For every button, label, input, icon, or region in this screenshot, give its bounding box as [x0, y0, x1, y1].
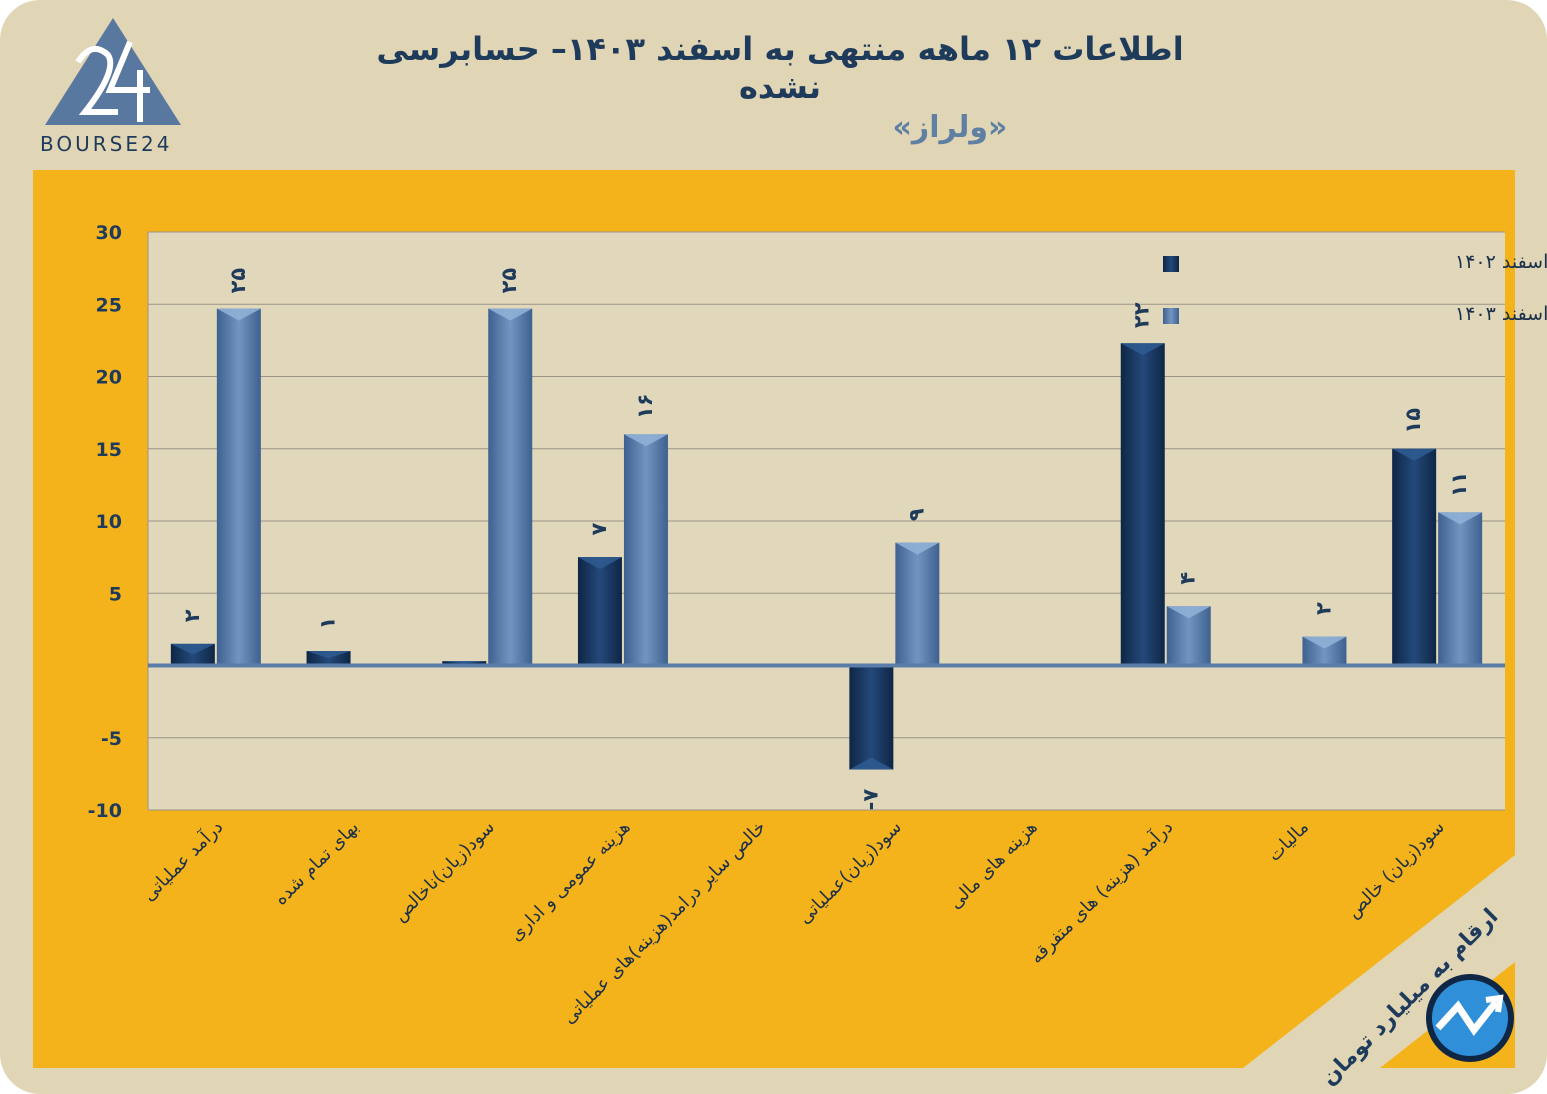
bar-1-1: [306, 651, 351, 666]
data-label: ۹: [904, 508, 928, 521]
bar-1-5: [849, 665, 894, 770]
trend-icon: [1426, 974, 1514, 1062]
y-tick-label: 10: [96, 511, 122, 533]
logo-mark: [45, 18, 181, 125]
y-tick-label: 20: [96, 367, 122, 389]
bar-2-2: [488, 308, 533, 666]
data-label: ۱: [316, 617, 340, 630]
bar-2-8: [1302, 636, 1347, 666]
data-label: ۱۱: [1447, 472, 1471, 498]
chart-subtitle: «ولراز»: [892, 110, 1008, 145]
y-tick-label: -10: [88, 800, 122, 822]
y-tick-label: 15: [96, 439, 122, 461]
bar-1-9: [1392, 448, 1437, 666]
bar-2-3: [623, 434, 668, 666]
bar-2-7: [1166, 606, 1211, 666]
y-tick-label: -5: [101, 728, 122, 750]
legend-swatch: [1163, 256, 1179, 272]
data-label: ۷: [587, 523, 611, 536]
bar-2-0: [216, 308, 261, 666]
bar-1-7: [1120, 343, 1165, 666]
grid-lines: [147, 231, 1505, 811]
data-label: ۲: [1311, 602, 1335, 615]
data-label: ۲۵: [497, 268, 521, 294]
bar-2-5: [895, 542, 940, 666]
data-label: -۷: [858, 789, 882, 811]
y-tick-label: 25: [96, 294, 122, 316]
legend-label: عملکرد منتهی به اسفند ۱۴۰۲: [1455, 251, 1547, 273]
y-tick-label: 5: [109, 583, 122, 605]
data-labels: ۲ ۲۵ ۱ ۲۵ ۷ ۱۶ -۷ ۹ ۲۲ ۴ ۲ ۱۵ ۱۱: [180, 268, 1471, 811]
data-label: ۱۵: [1401, 408, 1425, 434]
bar-2-9: [1438, 512, 1483, 666]
logo-text: BOURSE24: [40, 132, 173, 156]
legend-label: عملکرد منتهی به اسفند ۱۴۰۳: [1455, 303, 1547, 325]
y-tick-labels: -10 -5 5 10 15 20 25 30: [88, 222, 122, 822]
legend: عملکرد منتهی به اسفند ۱۴۰۲ عملکرد منتهی ب…: [1163, 251, 1547, 325]
bar-1-3: [577, 557, 622, 666]
bars: [148, 308, 1505, 770]
data-label: ۱۶: [633, 393, 657, 419]
bar-1-0: [170, 643, 215, 666]
data-label: ۲: [180, 609, 204, 622]
bar-1-2: [442, 661, 487, 666]
y-tick-label: 30: [96, 222, 122, 244]
chart-title: اطلاعات ۱۲ ماهه منتهی به اسفند ۱۴۰۳– حسا…: [376, 30, 1184, 106]
data-label: ۴: [1176, 572, 1200, 585]
legend-swatch: [1163, 308, 1179, 324]
data-label: ۲۲: [1130, 302, 1154, 328]
data-label: ۲۵: [226, 268, 250, 294]
